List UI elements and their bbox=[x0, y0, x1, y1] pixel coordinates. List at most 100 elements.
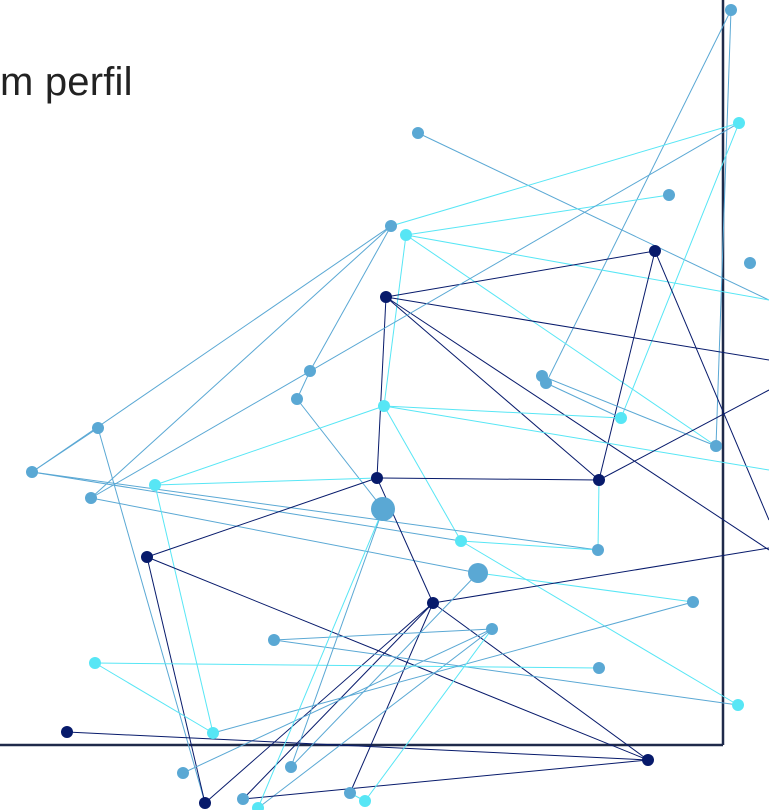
network-node bbox=[380, 291, 392, 303]
network-edge bbox=[290, 572, 479, 768]
network-edge bbox=[273, 639, 739, 706]
network-edge bbox=[146, 556, 206, 804]
network-node bbox=[371, 497, 395, 521]
network-nodes bbox=[26, 4, 756, 810]
network-edge bbox=[154, 405, 385, 486]
network-edge bbox=[541, 375, 717, 447]
network-edge bbox=[66, 731, 649, 761]
network-edge bbox=[97, 427, 206, 804]
network-node bbox=[593, 662, 605, 674]
network-node bbox=[385, 220, 397, 232]
network-edge bbox=[598, 389, 769, 481]
network-edge bbox=[715, 9, 732, 447]
network-edge bbox=[383, 234, 407, 407]
network-edge bbox=[146, 477, 378, 558]
network-edge bbox=[383, 405, 622, 419]
network-node bbox=[744, 257, 756, 269]
network-node bbox=[725, 4, 737, 16]
network-node bbox=[61, 726, 73, 738]
network-edge bbox=[654, 250, 769, 521]
network-edge bbox=[376, 477, 600, 481]
network-node bbox=[468, 563, 488, 583]
network-edge bbox=[385, 296, 769, 551]
network-edge bbox=[204, 602, 434, 804]
network-edge bbox=[405, 234, 717, 447]
network-node bbox=[642, 754, 654, 766]
network-node bbox=[412, 127, 424, 139]
slide-title: m perfil bbox=[0, 60, 133, 104]
network-node bbox=[427, 597, 439, 609]
network-edge bbox=[31, 471, 462, 542]
network-edge bbox=[598, 250, 656, 481]
network-edge bbox=[94, 662, 214, 734]
network-edge bbox=[290, 508, 384, 768]
network-edge bbox=[154, 477, 378, 486]
network-edge bbox=[432, 602, 649, 761]
network-edge bbox=[460, 540, 599, 551]
network-edge bbox=[146, 556, 649, 761]
network-edge bbox=[31, 471, 599, 551]
network-edge bbox=[376, 477, 434, 604]
network-node bbox=[149, 479, 161, 491]
network-edge bbox=[383, 405, 462, 542]
network-edge bbox=[257, 508, 384, 809]
network-edge bbox=[257, 628, 493, 809]
network-edges bbox=[31, 9, 769, 809]
network-edge bbox=[212, 601, 694, 734]
network-edge bbox=[383, 405, 769, 471]
network-node bbox=[252, 802, 264, 810]
network-node bbox=[371, 472, 383, 484]
network-edge bbox=[417, 132, 769, 301]
network-node bbox=[710, 440, 722, 452]
network-edge bbox=[545, 9, 732, 384]
network-node bbox=[687, 596, 699, 608]
network-node bbox=[663, 189, 675, 201]
network-edge bbox=[94, 662, 600, 669]
network-edge bbox=[31, 427, 99, 473]
network-edge bbox=[364, 628, 493, 802]
network-edge bbox=[309, 225, 392, 372]
network-node bbox=[26, 466, 38, 478]
network-node bbox=[268, 634, 280, 646]
network-node bbox=[455, 535, 467, 547]
network-node bbox=[615, 412, 627, 424]
network-edge bbox=[90, 225, 392, 499]
network-node bbox=[199, 797, 211, 809]
network-node bbox=[237, 793, 249, 805]
network-edge bbox=[477, 572, 694, 603]
network-node bbox=[92, 422, 104, 434]
network-edge bbox=[385, 250, 656, 298]
network-edge bbox=[296, 398, 384, 510]
network-edge bbox=[460, 540, 739, 706]
network-edge bbox=[376, 296, 387, 479]
network-node bbox=[304, 365, 316, 377]
network-edge bbox=[405, 194, 670, 236]
network-node bbox=[378, 400, 390, 412]
network-edge bbox=[154, 484, 214, 734]
network-node bbox=[486, 623, 498, 635]
network-edge bbox=[390, 122, 740, 227]
network-node bbox=[285, 761, 297, 773]
network-edge bbox=[385, 296, 769, 361]
network-node bbox=[85, 492, 97, 504]
network-node bbox=[649, 245, 661, 257]
network-edge bbox=[182, 628, 493, 774]
network-edge bbox=[545, 382, 622, 419]
network-node bbox=[593, 474, 605, 486]
network-node bbox=[89, 657, 101, 669]
network-node bbox=[540, 377, 552, 389]
network-node bbox=[207, 727, 219, 739]
network-node bbox=[400, 229, 412, 241]
network-node bbox=[359, 795, 371, 807]
network-edge bbox=[31, 225, 392, 473]
network-edge bbox=[405, 234, 769, 301]
network-edge bbox=[597, 479, 600, 551]
network-node bbox=[733, 117, 745, 129]
network-node bbox=[732, 699, 744, 711]
network-node bbox=[141, 551, 153, 563]
network-node bbox=[291, 393, 303, 405]
network-edge bbox=[273, 628, 493, 641]
network-node bbox=[344, 787, 356, 799]
